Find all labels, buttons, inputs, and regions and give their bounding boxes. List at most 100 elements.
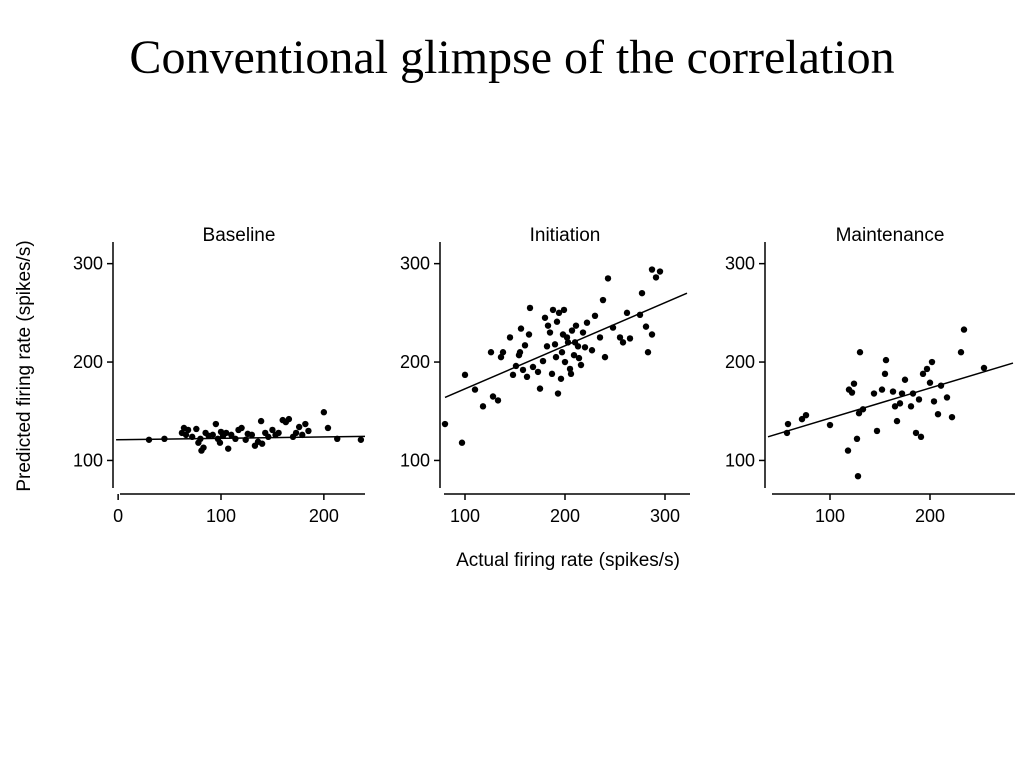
data-point (512, 362, 520, 370)
data-point (604, 275, 612, 282)
data-point (648, 266, 656, 273)
data-point (548, 370, 556, 378)
data-point (334, 435, 341, 442)
data-point (574, 343, 582, 350)
data-point (855, 410, 863, 417)
data-point (561, 358, 569, 366)
data-point (189, 433, 196, 441)
data-point (926, 379, 934, 386)
data-point (487, 349, 495, 356)
data-point (919, 370, 927, 378)
data-point (853, 435, 861, 442)
data-point (209, 431, 216, 439)
data-point (258, 440, 266, 447)
data-point (898, 390, 906, 397)
data-point (798, 415, 806, 423)
data-point (917, 433, 925, 441)
data-point (161, 435, 168, 442)
y-tick-label: 300 (400, 254, 430, 274)
data-point (275, 429, 282, 437)
data-point (943, 394, 951, 401)
data-point (521, 342, 529, 349)
data-point (357, 436, 365, 443)
data-point (575, 354, 583, 362)
y-tick-label: 300 (73, 254, 103, 274)
data-point (525, 331, 533, 338)
data-point (928, 358, 936, 366)
panel-title: Baseline (203, 225, 276, 246)
data-point (826, 421, 834, 429)
data-point (554, 390, 562, 397)
data-point (960, 326, 968, 333)
slide-title: Conventional glimpse of the correlation (129, 31, 895, 84)
data-point (802, 411, 810, 419)
data-point (870, 390, 878, 397)
data-point (850, 380, 858, 387)
data-point (517, 325, 525, 332)
regression-line (444, 292, 688, 399)
data-point (854, 472, 862, 480)
x-tick-label: 100 (450, 506, 480, 526)
data-point (601, 353, 609, 361)
data-point (915, 396, 923, 403)
y-tick-label: 200 (725, 352, 755, 372)
data-point (558, 349, 566, 356)
data-point (784, 420, 792, 428)
data-point (551, 341, 559, 348)
data-point (572, 322, 580, 329)
data-point (320, 409, 328, 416)
data-point (907, 403, 915, 410)
data-point (616, 334, 624, 341)
data-point (552, 353, 560, 361)
data-point (499, 349, 507, 356)
data-point (182, 431, 190, 439)
data-point (541, 314, 549, 321)
data-point (583, 319, 591, 326)
data-point (557, 375, 565, 382)
data-point (228, 431, 235, 439)
data-point (596, 334, 604, 341)
data-point (896, 400, 904, 407)
regression-line (767, 362, 1014, 438)
data-point (901, 376, 909, 383)
data-point (302, 420, 309, 428)
data-point (859, 406, 867, 413)
data-point (957, 349, 965, 356)
data-point (212, 420, 220, 428)
data-point (909, 390, 917, 397)
data-point (471, 386, 479, 393)
panel-maintenance: Maintenance 100 200 300 100 200 (725, 225, 1015, 526)
data-point (238, 424, 245, 432)
data-point (783, 429, 791, 437)
data-point (889, 388, 897, 395)
data-point (216, 439, 224, 446)
data-point (539, 357, 547, 365)
data-point (242, 436, 249, 443)
data-point (848, 389, 856, 396)
data-point (509, 371, 517, 379)
x-tick-label: 200 (309, 506, 339, 526)
x-tick-label: 0 (113, 506, 123, 526)
data-point (891, 403, 899, 410)
y-axis-label: Predicted firing rate (spikes/s) (14, 240, 35, 491)
data-point (222, 429, 230, 437)
data-point (581, 344, 589, 351)
data-point (937, 382, 945, 389)
x-axis-label: Actual firing rate (spikes/s) (456, 550, 680, 571)
data-point (619, 339, 627, 346)
panel-baseline: Baseline 100 200 300 0 100 200 (73, 225, 366, 526)
data-point (934, 411, 942, 418)
x-tick-label: 100 (206, 506, 236, 526)
x-tick-label: 200 (915, 506, 945, 526)
data-point (563, 334, 571, 341)
data-point (656, 268, 664, 275)
data-point (305, 427, 312, 435)
data-point (265, 433, 272, 441)
data-point (980, 364, 988, 372)
data-point (295, 423, 303, 431)
data-point (873, 427, 881, 435)
data-point (844, 447, 852, 454)
data-point (225, 445, 232, 452)
data-point (516, 349, 524, 356)
